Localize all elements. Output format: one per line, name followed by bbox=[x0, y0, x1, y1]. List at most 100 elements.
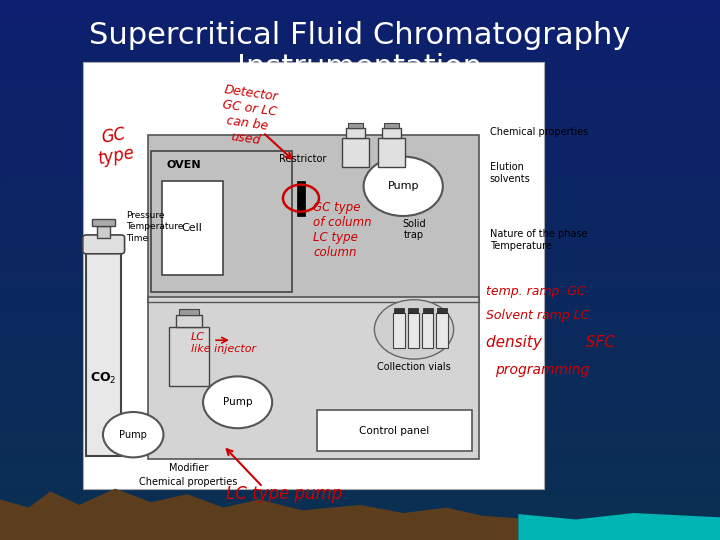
Bar bbox=[169, 327, 209, 386]
Bar bbox=[0, 45, 720, 54]
Bar bbox=[0, 495, 720, 504]
Bar bbox=[393, 313, 405, 348]
Bar bbox=[0, 459, 720, 468]
Circle shape bbox=[364, 157, 443, 216]
Bar bbox=[436, 313, 448, 348]
Polygon shape bbox=[0, 489, 518, 540]
Text: GC
type: GC type bbox=[94, 124, 137, 168]
Bar bbox=[0, 387, 720, 396]
Bar bbox=[0, 288, 720, 297]
Bar bbox=[408, 308, 418, 313]
Bar bbox=[0, 432, 720, 441]
Bar bbox=[437, 308, 447, 313]
Bar bbox=[423, 308, 433, 313]
Bar bbox=[0, 153, 720, 162]
Text: Control panel: Control panel bbox=[359, 426, 430, 436]
Bar bbox=[0, 297, 720, 306]
Bar bbox=[92, 219, 115, 226]
Text: Cell: Cell bbox=[182, 223, 202, 233]
Text: Collection vials: Collection vials bbox=[377, 362, 451, 372]
Bar bbox=[0, 189, 720, 198]
Bar bbox=[0, 99, 720, 108]
Bar bbox=[0, 198, 720, 207]
Bar bbox=[0, 36, 720, 45]
Text: Detector
GC or LC
can be
used: Detector GC or LC can be used bbox=[217, 84, 279, 148]
Bar bbox=[0, 216, 720, 225]
Bar bbox=[394, 308, 404, 313]
Bar bbox=[0, 333, 720, 342]
Text: CO$_2$: CO$_2$ bbox=[91, 370, 117, 386]
Text: Elution
solvents: Elution solvents bbox=[490, 162, 531, 184]
Text: Chemical properties: Chemical properties bbox=[490, 127, 588, 137]
Text: density         SFC: density SFC bbox=[486, 335, 615, 350]
Bar bbox=[0, 486, 720, 495]
Bar bbox=[0, 0, 720, 9]
Bar bbox=[0, 477, 720, 486]
Text: temp. ramp  GC: temp. ramp GC bbox=[486, 285, 586, 298]
Bar bbox=[148, 135, 479, 302]
Text: Instrumentation: Instrumentation bbox=[238, 53, 482, 82]
Bar bbox=[0, 63, 720, 72]
Bar bbox=[0, 351, 720, 360]
Bar bbox=[0, 180, 720, 189]
Bar bbox=[0, 225, 720, 234]
Bar bbox=[0, 144, 720, 153]
Bar bbox=[0, 261, 720, 270]
Bar bbox=[0, 396, 720, 405]
Text: programming: programming bbox=[495, 363, 590, 377]
Bar bbox=[0, 27, 720, 36]
Bar bbox=[179, 309, 199, 315]
Bar bbox=[0, 162, 720, 171]
Bar bbox=[0, 81, 720, 90]
Bar bbox=[0, 171, 720, 180]
Bar bbox=[83, 62, 544, 489]
Bar bbox=[0, 9, 720, 18]
Bar bbox=[0, 315, 720, 324]
Text: Solid
trap: Solid trap bbox=[402, 219, 426, 240]
Bar bbox=[382, 128, 401, 138]
Bar bbox=[0, 90, 720, 99]
Bar bbox=[0, 135, 720, 144]
Bar bbox=[0, 108, 720, 117]
Text: Pump: Pump bbox=[387, 181, 419, 191]
Bar bbox=[151, 151, 292, 292]
Text: Restrictor: Restrictor bbox=[279, 154, 326, 164]
Bar bbox=[0, 378, 720, 387]
Bar bbox=[346, 128, 365, 138]
Bar bbox=[0, 234, 720, 243]
Text: Nature of the phase
Temperature: Nature of the phase Temperature bbox=[490, 230, 588, 251]
Text: Supercritical Fluid Chromatography: Supercritical Fluid Chromatography bbox=[89, 21, 631, 50]
Text: Chemical properties: Chemical properties bbox=[140, 477, 238, 487]
Bar bbox=[342, 138, 369, 167]
Bar bbox=[408, 313, 419, 348]
Bar bbox=[0, 531, 720, 540]
Bar bbox=[0, 279, 720, 288]
Polygon shape bbox=[518, 513, 720, 540]
Bar bbox=[317, 410, 472, 451]
Bar bbox=[0, 468, 720, 477]
Bar bbox=[0, 252, 720, 261]
FancyBboxPatch shape bbox=[83, 235, 125, 254]
Text: Pump: Pump bbox=[223, 397, 252, 407]
Circle shape bbox=[203, 376, 272, 428]
Bar bbox=[0, 126, 720, 135]
Bar bbox=[0, 54, 720, 63]
Bar bbox=[0, 72, 720, 81]
Bar bbox=[0, 18, 720, 27]
Bar bbox=[378, 138, 405, 167]
Text: Modifier: Modifier bbox=[169, 463, 208, 473]
Bar bbox=[0, 342, 720, 351]
Bar bbox=[0, 504, 720, 513]
Circle shape bbox=[374, 300, 454, 359]
Text: GC type
of column
LC type
column: GC type of column LC type column bbox=[313, 200, 372, 259]
Bar bbox=[0, 270, 720, 279]
Circle shape bbox=[103, 412, 163, 457]
Bar bbox=[0, 513, 720, 522]
Bar bbox=[0, 405, 720, 414]
Text: LC
like injector: LC like injector bbox=[191, 332, 256, 354]
Text: LC type pump: LC type pump bbox=[226, 485, 343, 503]
Bar bbox=[0, 117, 720, 126]
Bar bbox=[162, 181, 223, 275]
Bar bbox=[0, 450, 720, 459]
Bar bbox=[0, 324, 720, 333]
